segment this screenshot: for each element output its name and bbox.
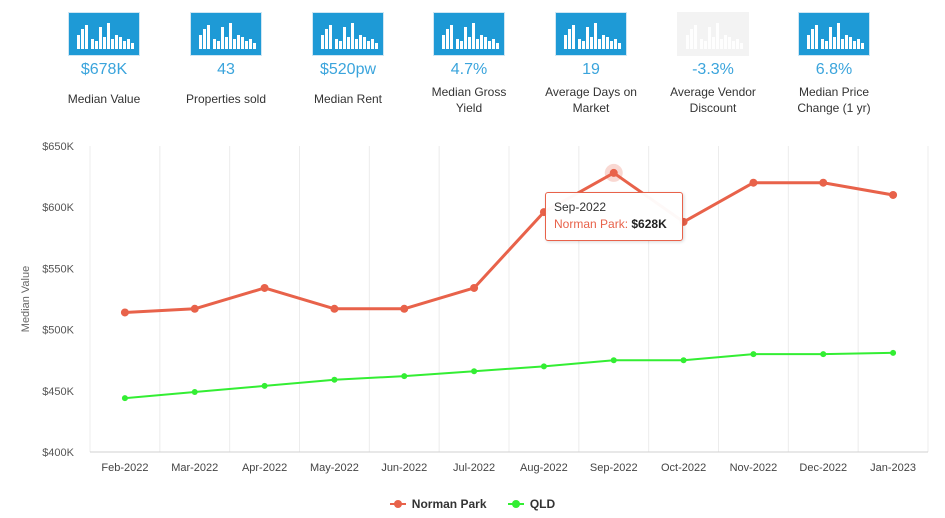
- data-point: [470, 283, 479, 292]
- data-point: [890, 349, 897, 356]
- data-point: [121, 395, 128, 402]
- y-tick-label: $600K: [42, 202, 74, 214]
- data-point: [749, 178, 758, 187]
- x-tick-label: Apr-2022: [242, 462, 287, 474]
- data-point: [610, 357, 617, 364]
- data-point: [261, 382, 268, 389]
- stat-value: $520pw: [319, 61, 377, 78]
- data-point: [889, 190, 898, 199]
- stat-card: $678K Median Value: [44, 12, 164, 107]
- data-point: [540, 363, 547, 370]
- x-tick-label: Nov-2022: [730, 462, 778, 474]
- data-point: [819, 178, 828, 187]
- data-point: [120, 308, 129, 317]
- stat-label: Average Days on Market: [545, 85, 637, 115]
- stat-card: 19 Average Days on Market: [531, 12, 651, 117]
- stat-value: 19: [582, 61, 600, 78]
- stat-value: 43: [217, 61, 235, 78]
- data-point: [331, 376, 338, 383]
- stat-value: $678K: [80, 61, 128, 78]
- data-point: [330, 304, 339, 313]
- legend-label: Norman Park: [411, 497, 487, 511]
- y-tick-label: $550K: [42, 263, 74, 275]
- stat-card: $520pw Median Rent: [288, 12, 408, 107]
- y-tick-label: $500K: [42, 325, 74, 337]
- data-point: [401, 373, 408, 380]
- data-point: [191, 389, 198, 396]
- x-tick-label: Aug-2022: [520, 462, 568, 474]
- data-point: [609, 168, 618, 177]
- legend-item-qld[interactable]: QLD: [507, 497, 556, 511]
- x-tick-label: Jan-2023: [870, 462, 916, 474]
- series-line-qld: [124, 351, 894, 400]
- data-point: [260, 283, 269, 292]
- bar-chart-icon: [433, 12, 505, 56]
- data-point: [471, 368, 478, 375]
- x-tick-label: Sep-2022: [590, 462, 638, 474]
- y-tick-label: $400K: [42, 447, 74, 459]
- data-point: [820, 351, 827, 358]
- bar-chart-icon: [312, 12, 384, 56]
- data-point: [680, 357, 687, 364]
- median-value-chart: $400K $450K $500K $550K $600K $650K Median Val…: [20, 141, 929, 474]
- data-point: [400, 304, 409, 313]
- x-tick-label: Jul-2022: [453, 462, 495, 474]
- bar-chart-icon: [677, 12, 749, 56]
- stat-label: Median Gross Yield: [431, 85, 507, 115]
- bar-chart-icon: [190, 12, 262, 56]
- legend-swatch-norman-park: [389, 500, 406, 508]
- y-tick-label: $450K: [42, 386, 74, 398]
- tooltip-date: Sep-2022: [554, 200, 607, 214]
- stat-value: 4.7%: [450, 61, 488, 78]
- legend-swatch-qld: [507, 500, 524, 508]
- legend-label: QLD: [529, 497, 556, 511]
- data-point: [750, 351, 757, 358]
- stat-label: Median Rent: [313, 92, 383, 106]
- tooltip-series: Norman Park:: [554, 217, 629, 231]
- chart-legend: Norman Park QLD: [0, 494, 945, 511]
- legend-item-norman-park[interactable]: Norman Park: [389, 497, 487, 511]
- tooltip-value: $628K: [631, 217, 667, 231]
- y-axis-label: Median Value: [20, 266, 32, 332]
- bar-chart-icon: [555, 12, 627, 56]
- series-line-norman-park: [124, 171, 894, 314]
- stat-value: -3.3%: [692, 61, 734, 78]
- x-tick-label: May-2022: [310, 462, 359, 474]
- x-tick-label: Jun-2022: [381, 462, 427, 474]
- stat-card: 6.8% Median Price Change (1 yr): [774, 12, 894, 117]
- chart-tooltip: Sep-2022 Norman Park: $628K: [545, 192, 683, 241]
- x-tick-label: Dec-2022: [799, 462, 847, 474]
- stat-card: 43 Properties sold: [166, 12, 286, 107]
- stat-label: Median Value: [67, 92, 141, 106]
- y-tick-label: $650K: [42, 141, 74, 153]
- stat-label: Median Price Change (1 yr): [797, 85, 871, 115]
- stat-label: Average Vendor Discount: [670, 85, 756, 115]
- bar-chart-icon: [68, 12, 140, 56]
- x-tick-label: Feb-2022: [101, 462, 148, 474]
- data-point: [190, 304, 199, 313]
- stat-value: 6.8%: [815, 61, 853, 78]
- stats-bar: $678K Median Value 43 Properties sold $520pw…: [0, 0, 945, 125]
- x-tick-label: Mar-2022: [171, 462, 218, 474]
- stat-card: 4.7% Median Gross Yield: [409, 12, 529, 117]
- stat-card: -3.3% Average Vendor Discount: [653, 12, 773, 117]
- x-tick-label: Oct-2022: [661, 462, 706, 474]
- stat-label: Properties sold: [185, 92, 267, 106]
- bar-chart-icon: [798, 12, 870, 56]
